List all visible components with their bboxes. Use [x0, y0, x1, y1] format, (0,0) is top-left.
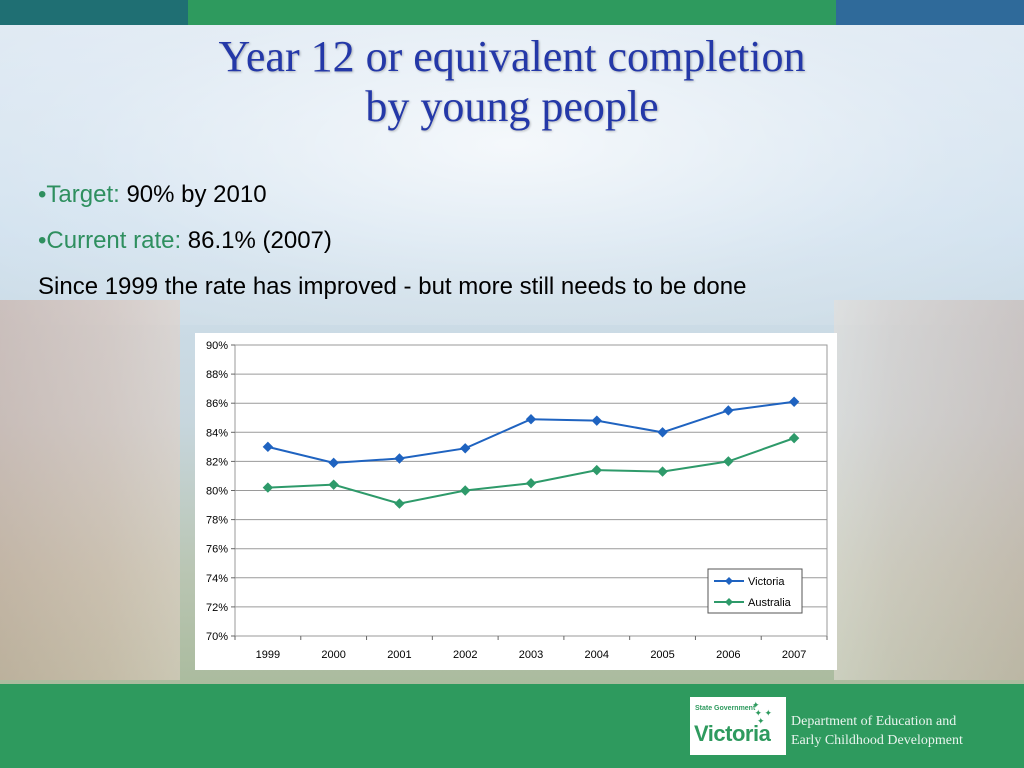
data-point-australia [460, 485, 471, 496]
data-point-australia [591, 464, 602, 476]
legend-label-victoria: Victoria [748, 576, 785, 588]
slide-title-line-2: by young people [365, 82, 659, 131]
y-tick-label: 78% [206, 515, 228, 527]
legend-marker-australia [725, 598, 733, 606]
y-tick-label: 74% [206, 573, 228, 585]
bullet-list: •Target: 90% by 2010 •Current rate: 86.1… [38, 178, 746, 316]
x-tick-label: 2004 [585, 649, 609, 661]
top-bar-green-segment [188, 0, 836, 25]
top-color-bar [0, 0, 1024, 25]
legend-box [707, 568, 803, 614]
y-tick-label: 86% [206, 398, 228, 410]
data-point-victoria [328, 457, 339, 469]
data-point-victoria [657, 427, 668, 438]
victoria-government-logo: State Government ✦ ✦ ✦ ✦ Victoria [690, 697, 786, 755]
y-tick-label: 82% [206, 456, 228, 468]
logo-state-government-text: State Government [695, 705, 756, 712]
x-tick-label: 2001 [387, 649, 411, 661]
y-tick-label: 76% [206, 544, 228, 556]
y-tick-label: 84% [206, 427, 228, 439]
chart-panel: 70% 72% 74% 76% 78% 80% 82% 84% 86% 88% 90% 1999 200… [195, 333, 837, 670]
y-tick-label: 90% [206, 340, 228, 352]
data-point-victoria [262, 441, 274, 453]
bullet-current-rate: •Current rate: 86.1% (2007) [38, 224, 746, 270]
logo-victoria-text: Victoria [694, 721, 771, 746]
legend-marker-victoria [725, 577, 733, 585]
y-tick-label: 72% [206, 602, 228, 614]
bullet-target-label: •Target: [38, 181, 120, 208]
southern-cross-icon: ✦ ✦ ✦ ✦ [752, 700, 773, 726]
data-point-victoria [394, 453, 405, 464]
summary-note: Since 1999 the rate has improved - but m… [38, 273, 747, 300]
line-chart: 70% 72% 74% 76% 78% 80% 82% 84% 86% 88% 90% 1999 200… [206, 340, 828, 661]
data-point-australia [328, 479, 339, 490]
x-tick-label: 1999 [256, 649, 280, 661]
bullet-target-value: 90% by 2010 [126, 181, 267, 208]
x-tick-label: 2000 [321, 649, 345, 661]
data-point-australia [657, 466, 668, 477]
data-point-victoria [460, 443, 471, 454]
x-tick-label: 2002 [453, 649, 477, 661]
data-point-australia [525, 478, 537, 489]
data-point-australia [723, 456, 734, 467]
bullet-current-value: 86.1% (2007) [187, 227, 332, 254]
y-tick-label: 80% [206, 486, 228, 498]
x-tick-label: 2007 [782, 649, 806, 661]
x-tick-label: 2005 [650, 649, 674, 661]
department-name: Department of Education and Early Childh… [791, 712, 963, 750]
department-name-line-2: Early Childhood Development [791, 733, 963, 748]
x-tick-label: 2003 [519, 649, 543, 661]
background-building-left [0, 300, 180, 680]
data-point-victoria [591, 415, 602, 426]
data-point-victoria [525, 413, 537, 425]
bottom-footer-bar [0, 684, 1024, 768]
background-sky [0, 25, 1024, 325]
data-point-australia [262, 482, 274, 493]
top-bar-teal-segment [0, 0, 188, 25]
y-tick-label: 88% [206, 369, 228, 381]
x-tick-label: 2006 [716, 649, 740, 661]
background-building-right [834, 300, 1024, 680]
slide-title-line-1: Year 12 or equivalent completion [218, 32, 806, 81]
department-name-line-1: Department of Education and [791, 714, 957, 729]
y-tick-label: 70% [206, 631, 228, 643]
data-point-victoria [723, 405, 734, 416]
slide-title: Year 12 or equivalent completion by youn… [0, 32, 1024, 132]
legend-label-australia: Australia [748, 597, 792, 609]
data-point-victoria [788, 396, 800, 407]
data-point-australia [394, 498, 405, 509]
bullet-current-label: •Current rate: [38, 227, 182, 254]
top-bar-blue-segment [836, 0, 1024, 25]
data-point-australia [788, 432, 800, 444]
bullet-target: •Target: 90% by 2010 [38, 178, 746, 224]
